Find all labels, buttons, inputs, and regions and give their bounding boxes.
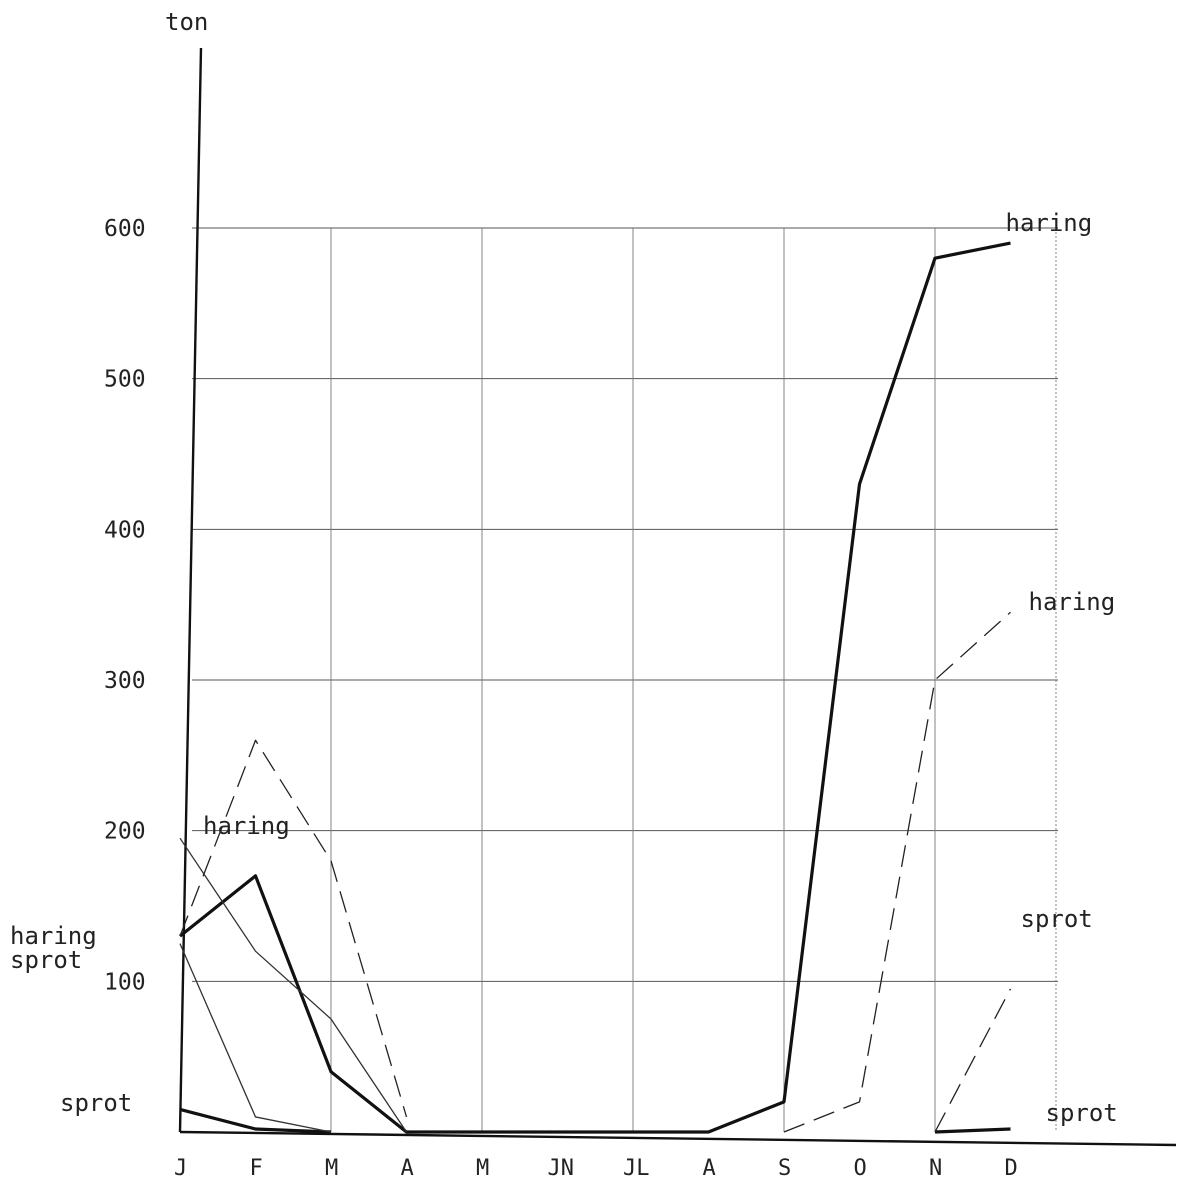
x-tick-label-3: A (401, 1156, 414, 1180)
series-name-label-sprot-start: sprot (60, 1089, 132, 1117)
series-line-5-0 (934, 988, 1012, 1133)
series-name-label-1: sprot (1046, 1099, 1118, 1127)
x-tick-label-4: M (476, 1156, 489, 1180)
series-line-4-0 (179, 739, 408, 1118)
axis-start-label-lower: sprot (10, 946, 82, 974)
x-tick-label-6: JL (623, 1156, 650, 1180)
x-tick-label-11: D (1005, 1156, 1018, 1180)
y-tick-label-600: 600 (104, 216, 146, 242)
labels: ton 100 200 300 400 500 600 J F M A M JN JL A S O N Dharin… (10, 8, 1118, 1180)
x-tick-label-5: JN (548, 1156, 575, 1180)
series-name-label-0: haring (1006, 209, 1093, 237)
series-line-0-0 (179, 241, 1011, 1134)
series-line-1-0 (179, 1107, 332, 1134)
y-tick-label-300: 300 (104, 668, 146, 694)
series-name-label-5: sprot (1021, 905, 1093, 933)
series-name-label-4: haring (1029, 588, 1116, 616)
series-line-4-1 (783, 611, 1011, 1133)
x-tick-label-8: S (778, 1156, 791, 1180)
series-lines (179, 241, 1012, 1134)
series-line-2-0 (179, 837, 408, 1133)
series-line-1-1 (934, 1127, 1011, 1134)
x-tick-label-1: F (250, 1156, 263, 1180)
y-tick-label-500: 500 (104, 367, 146, 393)
series-name-label-early: haring (203, 812, 290, 840)
grid (192, 227, 1058, 1132)
x-tick-label-9: O (854, 1156, 867, 1180)
y-tick-label-200: 200 (104, 819, 146, 845)
x-tick-label-10: N (929, 1156, 942, 1180)
x-tick-label-7: A (703, 1156, 716, 1180)
axis-start-label-upper: haring (10, 922, 97, 950)
x-tick-label-2: M (325, 1156, 338, 1180)
x-tick-label-0: J (174, 1156, 187, 1180)
x-axis-line (179, 1130, 1177, 1147)
series-line-3-0 (179, 943, 332, 1133)
y-tick-label-400: 400 (104, 517, 146, 543)
y-axis-label: ton (165, 8, 208, 36)
y-axis-line (178, 47, 203, 1133)
y-tick-label-100: 100 (104, 969, 146, 995)
